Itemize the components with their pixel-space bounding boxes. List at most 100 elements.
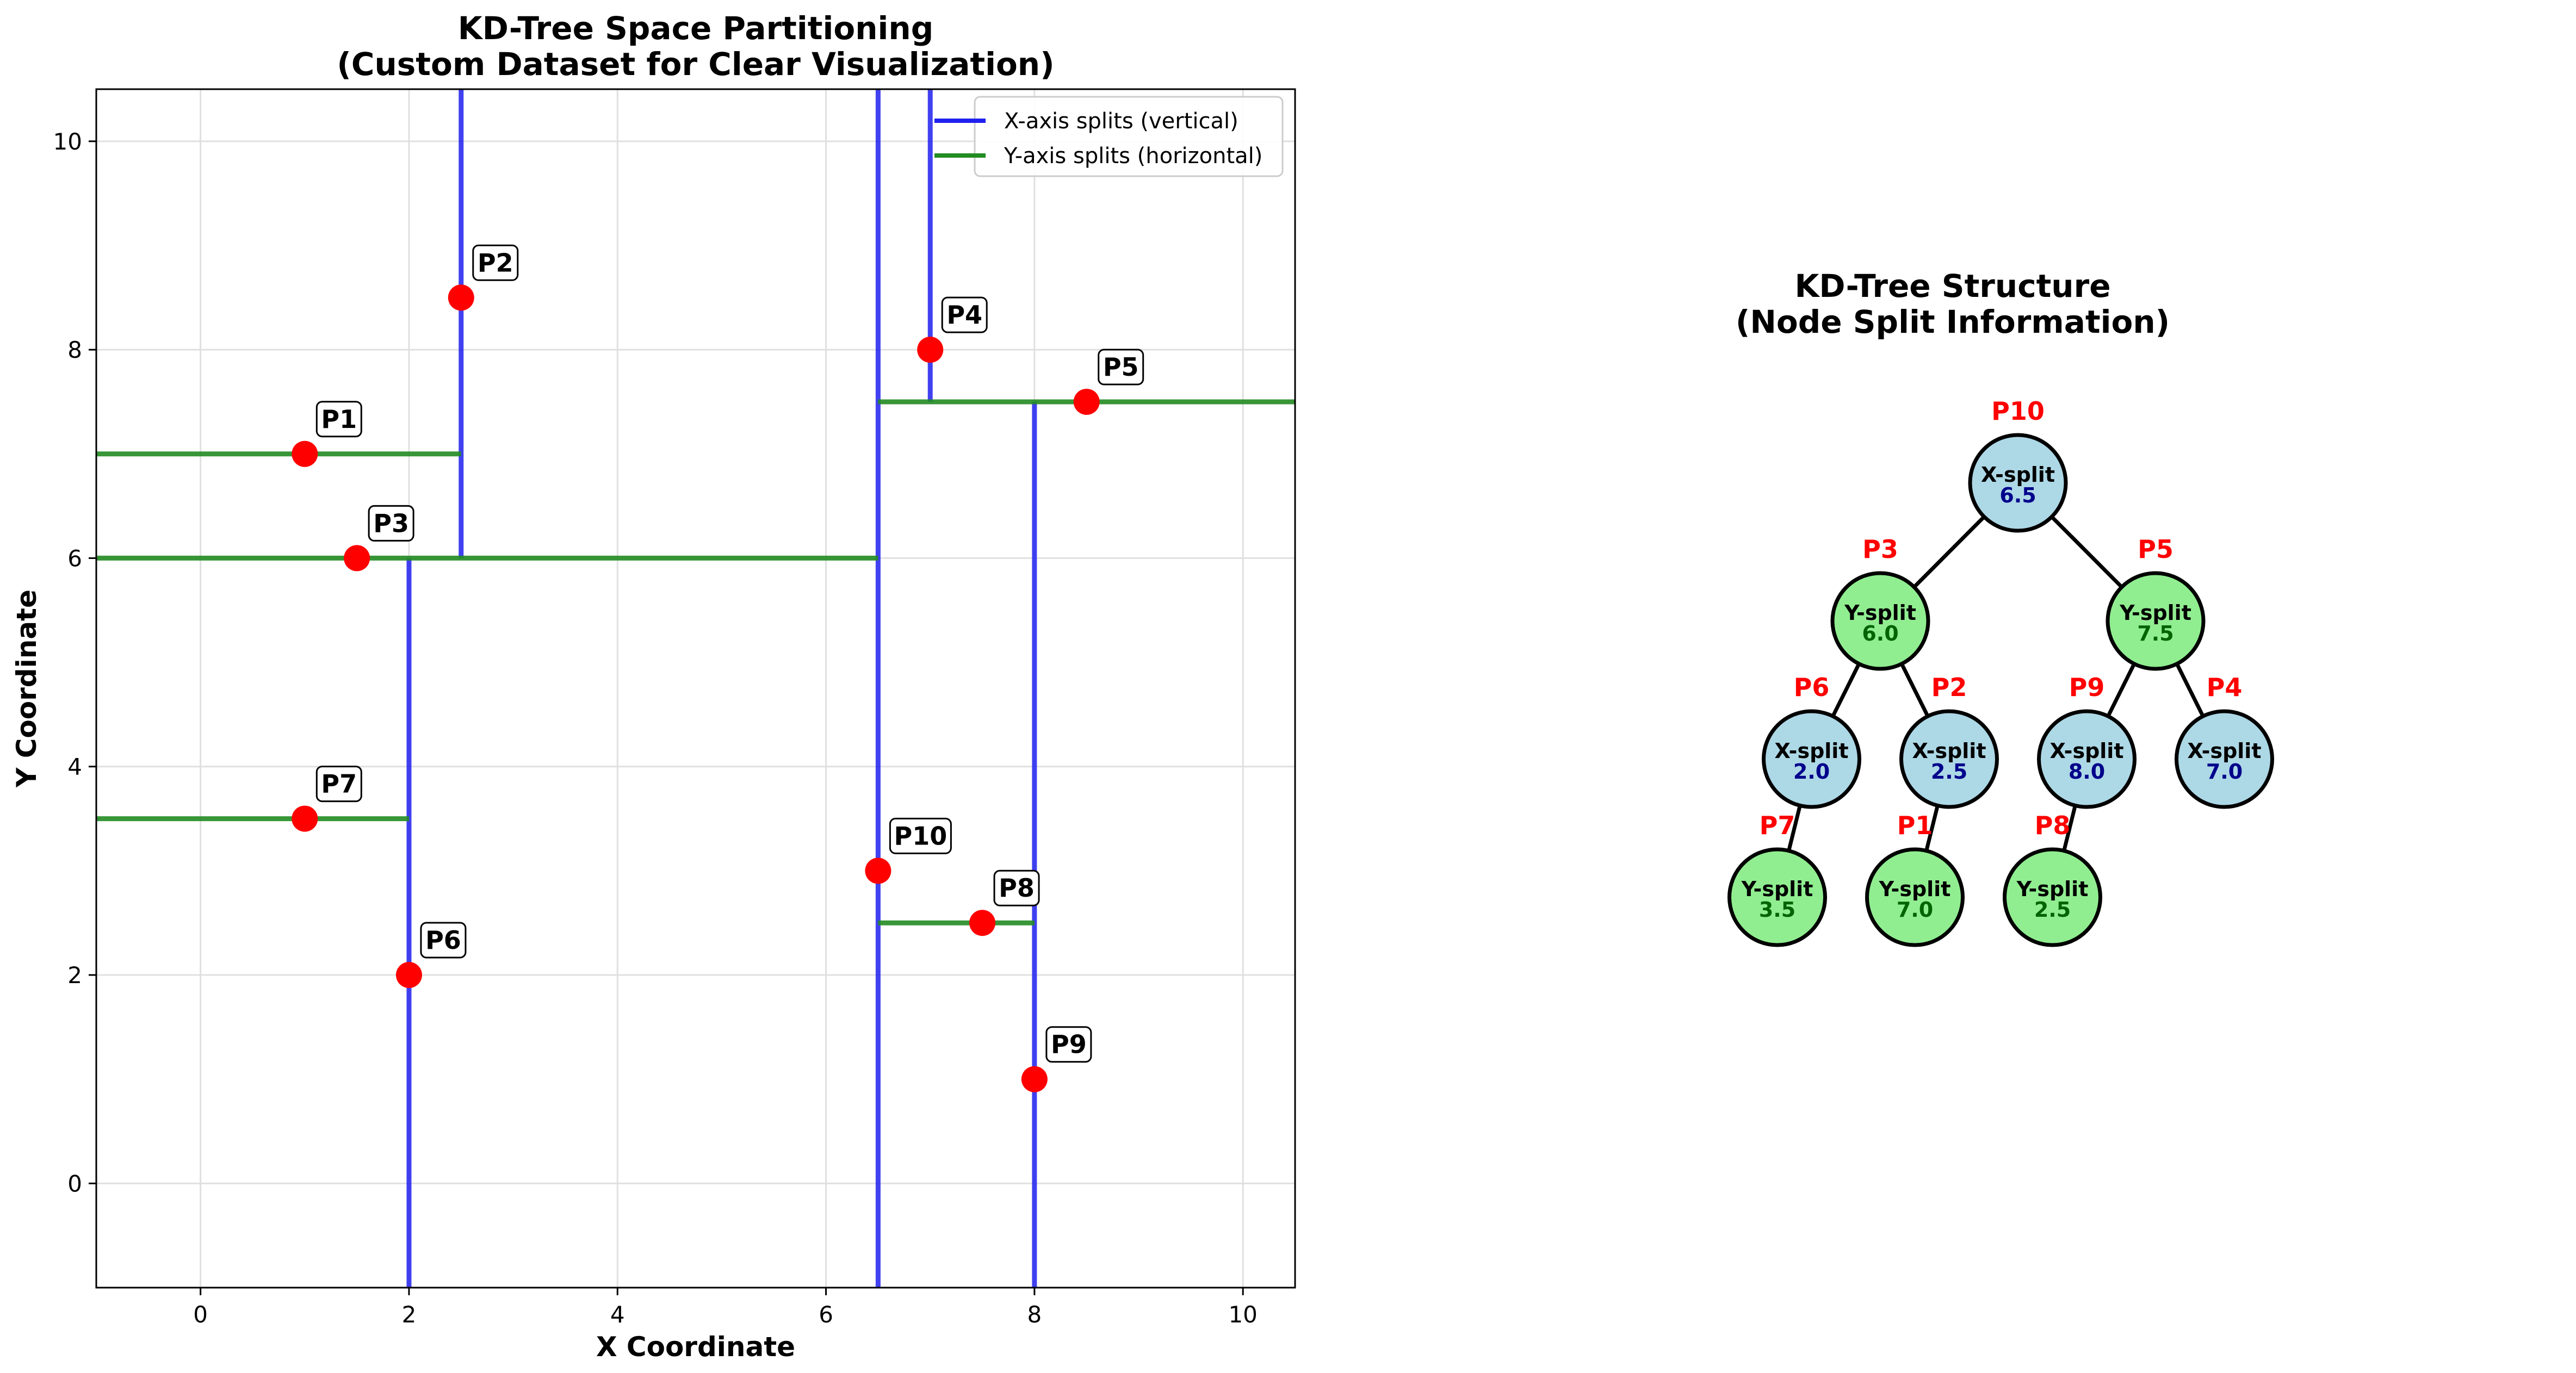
point-label-box bbox=[1045, 1026, 1092, 1063]
data-point-p5 bbox=[1073, 388, 1100, 415]
x-tick-label: 4 bbox=[610, 1301, 625, 1328]
tree-nodes: P10X-split6.5P3Y-split6.0P5Y-split7.5P6X… bbox=[1727, 396, 2274, 947]
tree-node-name: P2 bbox=[1931, 673, 1967, 702]
tree-node-circle bbox=[1968, 433, 2068, 533]
tree-node-axis: Y-split bbox=[1879, 877, 1951, 901]
y-tick-label: 10 bbox=[53, 128, 82, 155]
point-label-p6: P6 bbox=[425, 925, 461, 955]
point-label-box bbox=[993, 869, 1040, 906]
x-tick-label: 2 bbox=[402, 1301, 417, 1328]
x-axis-label: X Coordinate bbox=[596, 1331, 795, 1363]
tree-node-axis: Y-split bbox=[1844, 601, 1916, 625]
tree-node-value: 7.0 bbox=[2206, 760, 2243, 784]
tree-node-name: P3 bbox=[1862, 535, 1898, 564]
tree-chart-title-line2: (Node Split Information) bbox=[1736, 303, 2170, 340]
tree-node-axis: Y-split bbox=[1741, 877, 1813, 901]
y-tick-label: 6 bbox=[67, 545, 82, 571]
grid-lines bbox=[96, 89, 1295, 1288]
point-label-box bbox=[472, 244, 519, 281]
legend-x-split-label: X-axis splits (vertical) bbox=[1004, 109, 1239, 134]
point-label-box bbox=[315, 401, 362, 438]
tree-node-circle bbox=[1899, 709, 1999, 809]
tree-node-name: P10 bbox=[1991, 396, 2045, 426]
point-label-p7: P7 bbox=[321, 769, 357, 799]
tree-node-axis: Y-split bbox=[2119, 601, 2191, 625]
kd-partition-panel: KD-Tree Space Partitioning (Custom Datas… bbox=[11, 10, 1296, 1363]
tree-node-name: P4 bbox=[2207, 673, 2243, 702]
tree-node-value: 6.0 bbox=[1862, 622, 1898, 645]
data-point-p6 bbox=[395, 962, 422, 989]
point-label-box bbox=[368, 505, 414, 542]
y-tick-label: 2 bbox=[67, 962, 82, 989]
tree-node-name: P5 bbox=[2138, 535, 2174, 564]
tree-node-name: P6 bbox=[1794, 673, 1830, 702]
tree-node-circle bbox=[1865, 847, 1965, 947]
data-point-p3 bbox=[344, 545, 370, 571]
tree-node-axis: X-split bbox=[1981, 463, 2055, 487]
tree-node-value: 2.0 bbox=[1793, 760, 1830, 784]
tree-node-axis: Y-split bbox=[2016, 877, 2089, 901]
point-label-p3: P3 bbox=[373, 508, 409, 538]
y-tick-label: 0 bbox=[67, 1170, 82, 1197]
tree-node-axis: X-split bbox=[2049, 739, 2123, 763]
tree-node-circle bbox=[1727, 847, 1827, 947]
split-lines bbox=[96, 89, 1295, 1288]
data-point-p4 bbox=[917, 337, 944, 363]
data-point-p7 bbox=[292, 805, 318, 832]
point-label-box bbox=[420, 922, 467, 959]
tree-node-value: 7.0 bbox=[1897, 898, 1933, 922]
data-point-p9 bbox=[1021, 1066, 1048, 1092]
tree-node-circle bbox=[1830, 571, 1930, 671]
axis-ticks: 0 2 4 6 8 10 0 2 4 6 8 10 bbox=[53, 128, 1258, 1328]
point-label-p10: P10 bbox=[894, 821, 948, 850]
plot-frame bbox=[95, 88, 1296, 1289]
legend-y-split-label: Y-axis splits (horizontal) bbox=[1004, 144, 1262, 169]
x-tick-label: 8 bbox=[1027, 1301, 1042, 1328]
tree-node-value: 7.5 bbox=[2137, 622, 2174, 645]
point-label-box bbox=[941, 296, 988, 333]
data-point-p10 bbox=[865, 858, 891, 884]
tree-node-circle bbox=[2037, 709, 2137, 809]
point-label-p8: P8 bbox=[999, 873, 1035, 903]
partition-chart-title-line2: (Custom Dataset for Clear Visualization) bbox=[337, 46, 1054, 83]
point-label-p4: P4 bbox=[946, 300, 982, 330]
tree-node-axis: X-split bbox=[1912, 739, 1986, 763]
tree-node-name: P7 bbox=[1760, 811, 1795, 840]
legend-box bbox=[974, 96, 1284, 177]
point-label-p1: P1 bbox=[321, 405, 357, 434]
kd-tree-panel: KD-Tree Structure (Node Split Informatio… bbox=[1727, 268, 2274, 947]
y-axis-label: Y Coordinate bbox=[11, 589, 42, 788]
partition-chart-title-line1: KD-Tree Space Partitioning bbox=[458, 10, 933, 47]
tree-node-value: 2.5 bbox=[2034, 898, 2071, 922]
legend: X-axis splits (vertical) Y-axis splits (… bbox=[934, 96, 1284, 177]
tree-node-value: 6.5 bbox=[1999, 483, 2036, 507]
tree-node-name: P9 bbox=[2069, 673, 2105, 702]
tree-node-axis: X-split bbox=[2187, 739, 2261, 763]
x-tick-label: 6 bbox=[819, 1301, 833, 1328]
tree-node-circle bbox=[2003, 847, 2102, 947]
point-labels: P1 P2 P3 P4 P5 P6 P7 P8 P9 P10 bbox=[315, 244, 1144, 1063]
data-points bbox=[292, 284, 1100, 1092]
data-point-p1 bbox=[292, 440, 318, 467]
point-label-p5: P5 bbox=[1103, 352, 1139, 382]
tree-node-circle bbox=[2175, 709, 2274, 809]
data-point-p2 bbox=[448, 284, 474, 311]
y-tick-label: 8 bbox=[67, 337, 82, 363]
data-point-p8 bbox=[969, 910, 996, 936]
y-tick-label: 4 bbox=[67, 754, 82, 780]
tree-node-value: 8.0 bbox=[2069, 760, 2105, 784]
x-tick-label: 10 bbox=[1228, 1301, 1257, 1328]
point-label-p9: P9 bbox=[1051, 1030, 1087, 1059]
tree-node-name: P1 bbox=[1897, 811, 1933, 840]
